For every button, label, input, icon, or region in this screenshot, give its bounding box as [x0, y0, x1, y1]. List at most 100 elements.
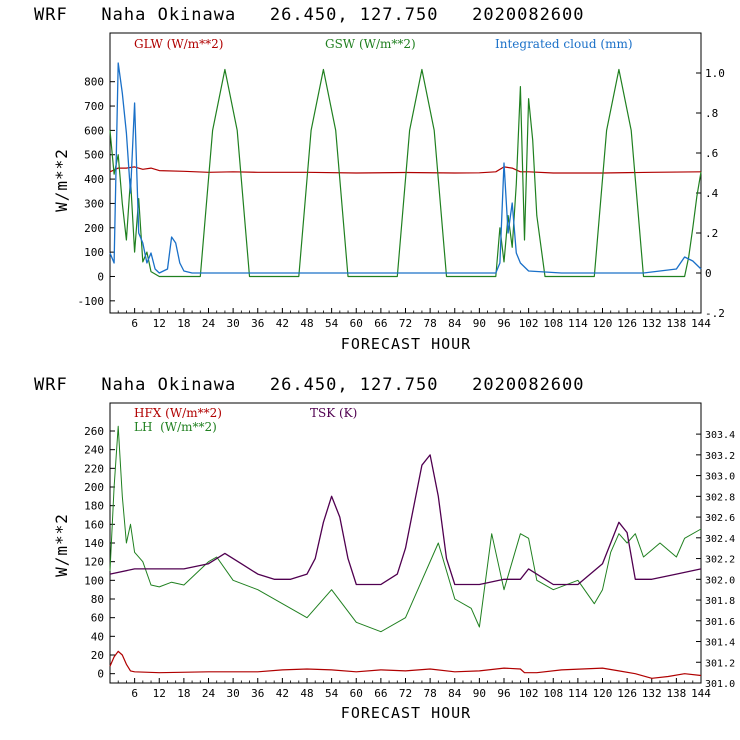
y-tick-label: 600: [84, 124, 104, 137]
panel1-series: [109, 62, 702, 278]
y-tick-label: 200: [84, 222, 104, 235]
series-line-gsw: [109, 68, 702, 278]
y2-tick-label: 302.6: [705, 513, 735, 524]
x-tick-label: 114: [568, 317, 588, 330]
x-tick-label: 18: [177, 687, 190, 700]
y-tick-label: 120: [84, 556, 104, 569]
x-tick-label: 72: [399, 317, 412, 330]
x-tick-label: 66: [374, 687, 387, 700]
panel2-ylabel: W/m**2: [52, 513, 71, 577]
y-tick-label: 140: [84, 537, 104, 550]
y-tick-label: 300: [84, 197, 104, 210]
x-tick-label: 24: [202, 317, 216, 330]
x-tick-label: 30: [227, 687, 240, 700]
panel2-xlabel: FORECAST HOUR: [341, 704, 471, 722]
series-line-tsk: [109, 454, 702, 586]
x-tick-label: 66: [374, 317, 387, 330]
series-line-cloud: [109, 62, 702, 274]
y-tick-label: 400: [84, 173, 104, 186]
y-tick-label: 200: [84, 481, 104, 494]
y2-tick-label: 302.4: [705, 534, 735, 545]
panel2-title: WRF Naha Okinawa 26.450, 127.750 2020082…: [34, 375, 585, 395]
x-tick-label: 84: [448, 687, 462, 700]
y2-tick-label: 303.4: [705, 430, 735, 441]
y2-tick-label: 0: [705, 267, 712, 280]
panel1-plot: 6 12 18 24 30 36 42 48 54 60 66 72 78 84 90 96 102 108 114…: [78, 32, 725, 330]
x-tick-label: 96: [497, 317, 510, 330]
series-line-hfx: [109, 650, 702, 679]
y2-tick-label: 302.2: [705, 555, 735, 566]
y2-tick-label: 301.2: [705, 658, 735, 669]
panel2-plot: 6 12 18 24 30 36 42 48 54 60 66 72 78 84 90 96 102 108 114…: [84, 402, 735, 700]
panel2-series: [109, 425, 702, 679]
panel1-x-axis: 6 12 18 24 30 36 42 48 54 60 66 72 78 84 90 96 102 108 114…: [117, 308, 711, 330]
y-tick-label: 800: [84, 76, 104, 89]
y2-tick-label: 1.0: [705, 67, 725, 80]
y-tick-label: 100: [84, 246, 104, 259]
x-tick-label: 6: [131, 317, 138, 330]
y2-tick-label: -.2: [705, 307, 725, 320]
panel2-y2-axis: 301.0 301.2 301.4 301.6 301.8 302.0 302.2 302.4…: [696, 430, 735, 690]
y-tick-label: 60: [91, 612, 104, 625]
panel2-legend-hfx: HFX (W/m**2): [134, 406, 222, 420]
x-tick-label: 84: [448, 317, 462, 330]
x-tick-label: 90: [473, 687, 486, 700]
panel1-legend-cloud: Integrated cloud (mm): [495, 37, 633, 51]
panel1-title: WRF Naha Okinawa 26.450, 127.750 2020082…: [34, 5, 585, 25]
x-tick-label: 36: [251, 687, 264, 700]
y2-tick-label: 302.0: [705, 575, 735, 586]
x-tick-label: 138: [666, 317, 686, 330]
y-tick-label: 0: [97, 270, 104, 283]
x-tick-label: 54: [325, 687, 339, 700]
x-tick-label: 54: [325, 317, 339, 330]
y-tick-label: 40: [91, 630, 104, 643]
panel2-legend-tsk: TSK (K): [310, 406, 357, 420]
x-tick-label: 42: [276, 317, 289, 330]
y-tick-label: 700: [84, 100, 104, 113]
x-tick-label: 120: [593, 317, 613, 330]
x-tick-label: 108: [543, 317, 563, 330]
panel2-x-axis: 6 12 18 24 30 36 42 48 54 60 66 72 78 84 90 96 102 108 114…: [117, 678, 711, 700]
series-line-glw: [109, 166, 702, 174]
y2-tick-label: .6: [705, 147, 718, 160]
x-tick-label: 132: [642, 687, 662, 700]
y2-tick-label: 301.0: [705, 679, 735, 690]
x-tick-label: 126: [617, 687, 637, 700]
x-tick-label: 120: [593, 687, 613, 700]
x-tick-label: 138: [666, 687, 686, 700]
y2-tick-label: 301.6: [705, 617, 735, 628]
x-tick-label: 102: [519, 687, 539, 700]
y-tick-label: 180: [84, 500, 104, 513]
x-tick-label: 48: [300, 687, 313, 700]
y2-tick-label: 302.8: [705, 492, 735, 503]
x-tick-label: 144: [691, 687, 711, 700]
panel1-legend-glw: GLW (W/m**2): [134, 37, 223, 51]
y-tick-label: 220: [84, 462, 104, 475]
panel1-xlabel: FORECAST HOUR: [341, 335, 471, 353]
x-tick-label: 12: [153, 687, 166, 700]
y-tick-label: 260: [84, 425, 104, 438]
x-tick-label: 18: [177, 317, 190, 330]
x-tick-label: 6: [131, 687, 138, 700]
y2-tick-label: 303.0: [705, 472, 735, 483]
x-tick-label: 48: [300, 317, 313, 330]
x-tick-label: 78: [424, 317, 437, 330]
y2-tick-label: 301.8: [705, 596, 735, 607]
x-tick-label: 24: [202, 687, 216, 700]
y-tick-label: 80: [91, 593, 104, 606]
y2-tick-label: 301.4: [705, 638, 735, 649]
x-tick-label: 60: [350, 317, 363, 330]
x-tick-label: 144: [691, 317, 711, 330]
x-tick-label: 42: [276, 687, 289, 700]
y-tick-label: 0: [97, 668, 104, 681]
y2-tick-label: .4: [705, 187, 719, 200]
y-tick-label: 500: [84, 149, 104, 162]
series-line-lh: [109, 425, 702, 633]
y-tick-label: 20: [91, 649, 104, 662]
y-tick-label: 100: [84, 574, 104, 587]
y-tick-label: -100: [78, 295, 105, 308]
x-tick-label: 132: [642, 317, 662, 330]
x-tick-label: 72: [399, 687, 412, 700]
x-tick-label: 30: [227, 317, 240, 330]
